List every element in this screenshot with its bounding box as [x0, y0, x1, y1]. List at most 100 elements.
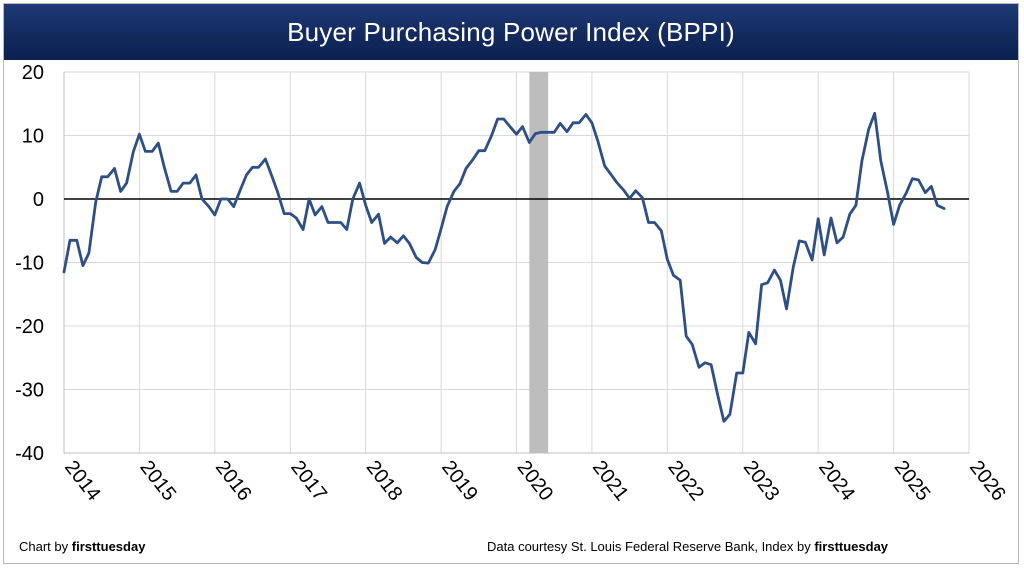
- x-tick-label: 2021: [588, 457, 633, 506]
- bppi-data-point: [434, 249, 436, 251]
- bppi-data-point: [754, 342, 757, 345]
- footer-right-prefix: Data courtesy St. Louis Federal Reserve …: [487, 539, 815, 554]
- bppi-data-point: [333, 221, 335, 224]
- bppi-data-point: [653, 221, 656, 224]
- bppi-data-point: [314, 214, 316, 216]
- bppi-data-point: [94, 201, 97, 203]
- bppi-data-point: [402, 235, 405, 237]
- bppi-data-point: [88, 252, 90, 254]
- bppi-data-point: [151, 150, 154, 153]
- grid-lines: [63, 71, 970, 454]
- bppi-data-point: [182, 182, 184, 184]
- bppi-data-point: [245, 174, 248, 176]
- axes: [63, 72, 969, 454]
- bppi-data-point: [747, 331, 750, 334]
- bppi-data-point: [352, 198, 354, 200]
- bppi-data-point: [377, 213, 380, 216]
- bppi-data-point: [559, 122, 562, 125]
- footer-left-prefix: Chart by: [19, 539, 72, 554]
- bppi-data-point: [886, 191, 889, 194]
- x-tick-label: 2018: [362, 457, 407, 506]
- x-tick-label: 2019: [437, 457, 482, 506]
- bppi-data-point: [585, 113, 587, 116]
- bppi-data-point: [867, 128, 870, 130]
- bppi-data-point: [930, 185, 933, 188]
- x-tick-label: 2022: [663, 457, 708, 506]
- bppi-data-point: [842, 236, 844, 238]
- bppi-data-point: [911, 177, 914, 180]
- x-tick-label: 2020: [513, 457, 558, 506]
- bppi-data-point: [798, 240, 801, 242]
- bppi-data-point: [358, 182, 361, 184]
- bppi-data-point: [208, 205, 210, 208]
- bppi-data-point: [270, 174, 273, 176]
- bppi-data-point: [528, 141, 531, 144]
- x-tick-label: 2023: [739, 457, 784, 506]
- bppi-data-point: [521, 125, 524, 128]
- bppi-data-point: [138, 133, 141, 136]
- bppi-data-point: [502, 118, 505, 120]
- bppi-data-point: [773, 269, 776, 271]
- bppi-series-line: [62, 111, 946, 423]
- shaded-period: [529, 72, 549, 453]
- bppi-data-point: [509, 126, 512, 129]
- bppi-data-point: [157, 142, 160, 144]
- bppi-data-point: [804, 241, 807, 243]
- bppi-data-point: [566, 130, 568, 133]
- bppi-data-point: [641, 196, 644, 199]
- y-tick-label: -10: [15, 253, 44, 275]
- y-tick-label: -30: [15, 380, 44, 402]
- bppi-data-point: [666, 258, 669, 261]
- bppi-data-point: [214, 214, 216, 216]
- bppi-data-point: [125, 182, 128, 184]
- bppi-data-point: [484, 149, 486, 152]
- series-lines: [62, 111, 946, 423]
- bppi-data-point: [283, 212, 286, 215]
- bppi-data-point: [892, 223, 895, 226]
- bppi-data-point: [446, 205, 448, 208]
- bppi-data-point: [515, 133, 518, 136]
- bppi-data-point: [106, 175, 109, 178]
- bppi-data-point: [257, 166, 260, 169]
- y-tick-labels: -40 -30 -20 -10 0 10 20: [15, 62, 44, 465]
- x-tick-label: 2016: [211, 457, 256, 506]
- bppi-data-point: [572, 122, 574, 124]
- bppi-data-point: [396, 242, 399, 244]
- bppi-data-point: [119, 190, 122, 193]
- bppi-data-point: [364, 204, 367, 207]
- bppi-data-point: [302, 228, 304, 231]
- bppi-data-point: [729, 413, 731, 416]
- bppi-data-point: [628, 197, 631, 200]
- bppi-data-point: [113, 167, 116, 170]
- bppi-data-point: [496, 118, 499, 120]
- bppi-data-point: [766, 282, 769, 284]
- bppi-data-point: [924, 191, 927, 194]
- bppi-data-point: [597, 140, 599, 143]
- bppi-data-point: [76, 239, 78, 242]
- bppi-data-point: [679, 279, 681, 282]
- bppi-data-point: [879, 160, 882, 162]
- chart-frame: [3, 3, 1019, 564]
- bppi-data-point: [609, 173, 612, 176]
- y-tick-label: 0: [33, 189, 44, 211]
- bppi-data-point: [477, 149, 480, 152]
- bppi-data-point: [634, 189, 637, 192]
- y-tick-label: -40: [15, 443, 44, 465]
- bppi-data-point: [238, 190, 241, 193]
- bppi-data-point: [836, 242, 838, 244]
- bppi-data-point: [295, 217, 298, 219]
- bppi-data-point: [82, 264, 84, 267]
- bppi-data-point: [427, 262, 430, 264]
- bppi-data-point: [415, 256, 417, 259]
- bppi-data-point: [459, 182, 461, 185]
- bppi-data-point: [616, 181, 618, 184]
- bppi-data-point: [685, 335, 687, 337]
- recession-shade: [529, 72, 549, 453]
- bppi-data-point: [811, 259, 813, 261]
- bppi-data-point: [383, 242, 386, 245]
- bppi-data-point: [408, 242, 411, 245]
- bppi-data-point: [163, 166, 166, 169]
- x-tick-label: 2024: [814, 457, 859, 506]
- footer-credit-right: Data courtesy St. Louis Federal Reserve …: [487, 539, 888, 554]
